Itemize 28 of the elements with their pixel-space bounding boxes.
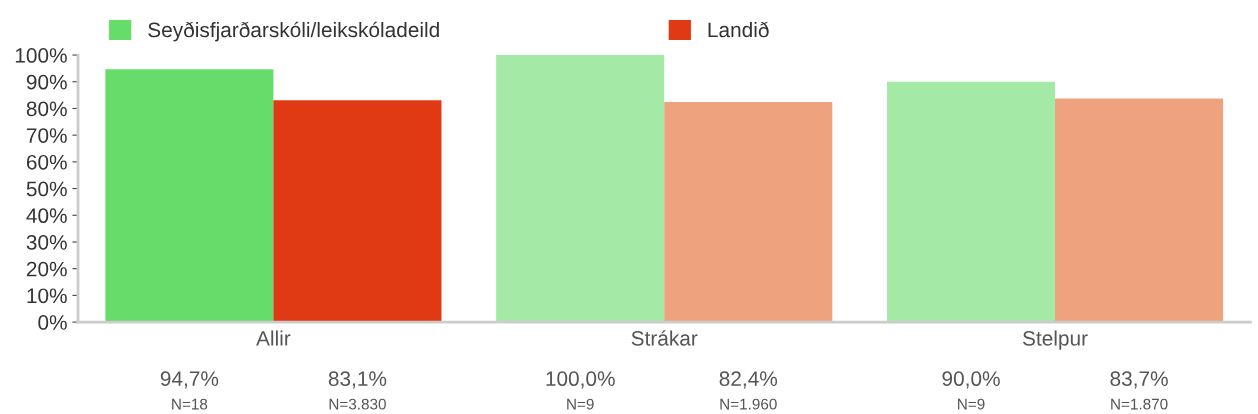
y-tick-label: 90% <box>26 74 67 90</box>
bar <box>105 69 274 323</box>
data-label: 83,7% N=1.870 <box>1110 371 1168 410</box>
x-tick-label: Stelpur <box>1022 330 1088 350</box>
y-tick-label: 30% <box>26 234 67 250</box>
bar <box>273 100 442 323</box>
bar <box>664 102 833 323</box>
data-label: 82,4% N=1.960 <box>719 371 778 410</box>
y-tick-label: 60% <box>26 154 67 170</box>
y-tick-label: 0% <box>38 315 67 330</box>
y-tick-label: 50% <box>26 181 67 197</box>
bar <box>496 55 665 323</box>
data-label: 90,0% N=9 <box>942 371 1000 410</box>
x-tick-label: Strákar <box>631 330 698 346</box>
y-tick-label: 80% <box>26 101 67 117</box>
legend-label: Landið <box>708 21 769 38</box>
y-tick-label: 100% <box>15 48 67 63</box>
bar <box>1055 98 1224 323</box>
legend-label: Seyðisfjarðarskóli/leikskóladeild <box>148 21 439 42</box>
data-label: 100,0% N=9 <box>546 371 615 410</box>
x-tick-label: Allir <box>256 330 291 346</box>
y-tick-label: 40% <box>26 208 67 224</box>
y-tick-label: 10% <box>27 288 67 304</box>
y-tick-label: 70% <box>26 128 67 143</box>
y-tick-label: 20% <box>26 261 67 277</box>
data-label: 94,7% N=18 <box>160 371 219 410</box>
data-label: 83,1% N=3.830 <box>328 371 387 410</box>
bar <box>886 81 1056 323</box>
